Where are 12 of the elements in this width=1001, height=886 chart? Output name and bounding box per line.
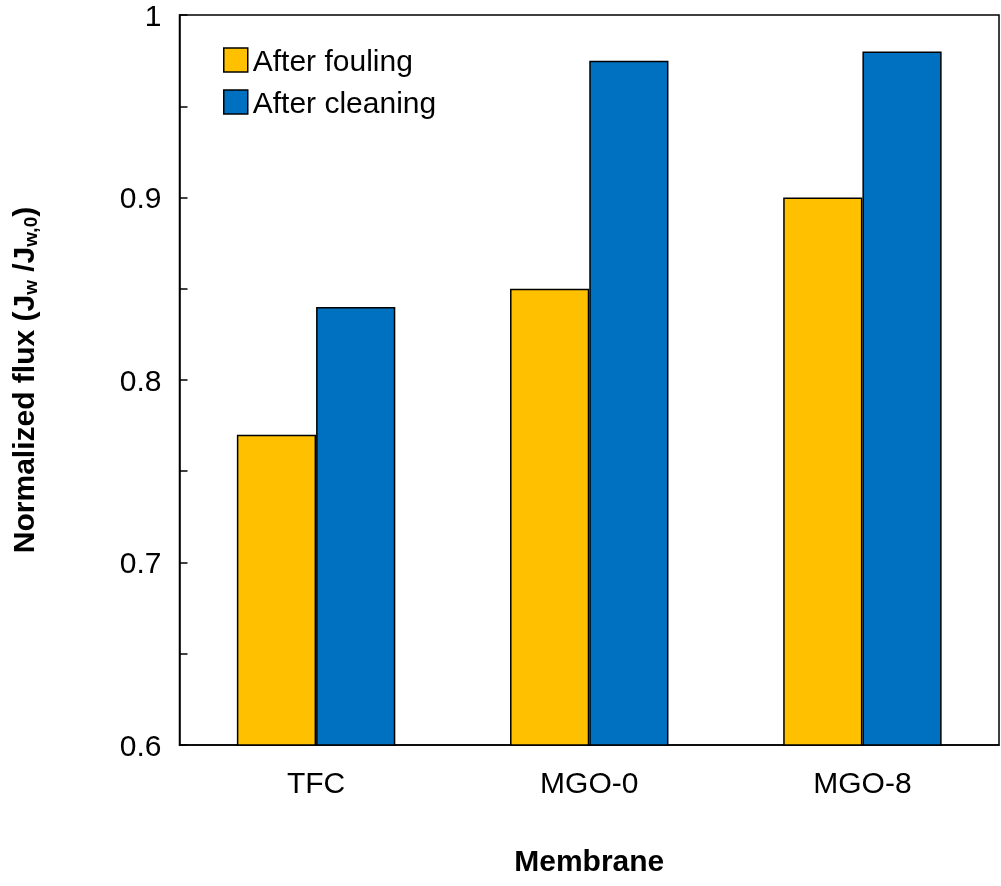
x-tick-label: TFC [286, 765, 346, 799]
legend-label: After cleaning [252, 85, 437, 119]
legend-label: After fouling [252, 43, 413, 77]
y-tick-label: 0.7 [119, 546, 162, 579]
x-tick-label: MGO-0 [540, 765, 639, 799]
x-axis-title: Membrane [514, 843, 665, 877]
y-tick-label: 0.6 [119, 728, 162, 762]
y-tick-label: 0.8 [119, 363, 162, 397]
y-tick-label: 1 [144, 0, 162, 32]
x-tick-label: MGO-8 [813, 765, 912, 799]
y-tick-label: 0.9 [119, 181, 162, 214]
y-axis-title: Normalized flux (Jw /Jw,0) [6, 206, 41, 554]
